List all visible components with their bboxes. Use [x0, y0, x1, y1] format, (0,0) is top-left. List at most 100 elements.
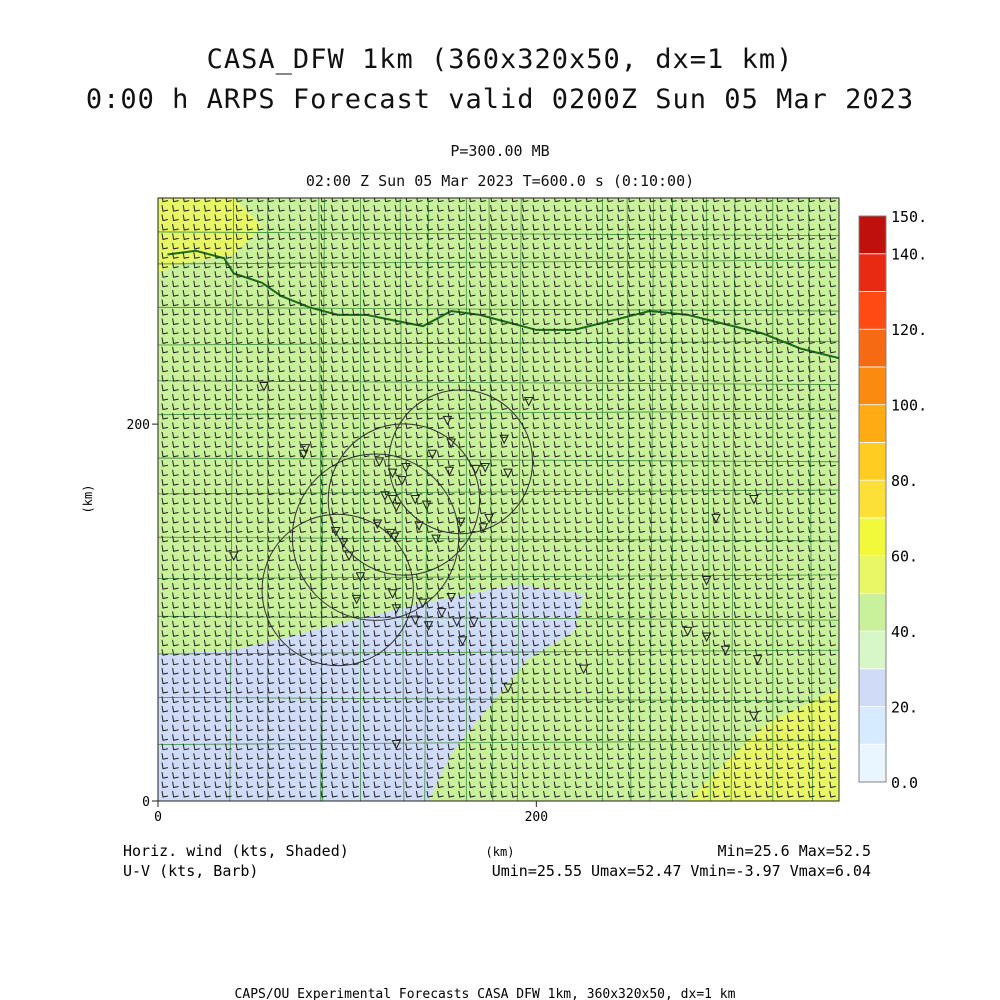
wind-barb [617, 261, 624, 269]
wind-barb [638, 630, 646, 637]
wind-barb [691, 280, 699, 288]
wind-barb [596, 252, 603, 259]
wind-barb [203, 327, 211, 335]
wind-barb [829, 772, 836, 779]
wind-barb [617, 583, 624, 590]
wind-barb [797, 781, 805, 789]
wind-barb [532, 488, 540, 496]
wind-barb [225, 639, 232, 647]
wind-barb [744, 441, 752, 448]
wind-barb [521, 375, 529, 382]
wind-barb [320, 620, 328, 628]
wind-barb [765, 431, 773, 439]
wind-barb [776, 790, 783, 798]
wind-barb [511, 384, 518, 392]
wind-barb [659, 280, 667, 288]
wind-barb [702, 346, 709, 354]
wind-barb [786, 450, 794, 458]
wind-barb [352, 535, 359, 543]
wind-barb [267, 271, 275, 278]
wind-barb [203, 290, 211, 297]
wind-barb [373, 205, 381, 212]
wind-barb [744, 460, 752, 467]
wind-barb [331, 299, 338, 307]
wind-barb [193, 554, 200, 562]
wind-barb [564, 772, 571, 779]
wind-barb [193, 403, 200, 411]
wind-barb [309, 205, 317, 212]
wind-barb [225, 592, 232, 600]
wind-barb [606, 450, 614, 458]
wind-barb [733, 724, 741, 732]
wind-barb [235, 223, 243, 231]
wind-barb [659, 488, 667, 496]
wind-barb [331, 233, 338, 240]
wind-barb [765, 497, 773, 505]
wind-barb [712, 431, 720, 439]
wind-barb [649, 762, 656, 770]
colorbar-tick-label: 140. [891, 246, 927, 264]
wind-barb [659, 441, 667, 448]
wind-barb [479, 242, 487, 250]
wind-barb [235, 441, 243, 448]
colorbar-tick-label: 150. [891, 208, 927, 226]
wind-barb [415, 412, 423, 420]
wind-barb [267, 715, 275, 722]
wind-barb [543, 516, 550, 524]
wind-barb [500, 356, 508, 363]
wind-barb [500, 677, 508, 685]
wind-barb [214, 271, 222, 278]
wind-barb [638, 592, 646, 600]
wind-barb [161, 658, 169, 666]
wind-barb [394, 403, 402, 411]
wind-barb [362, 564, 370, 571]
wind-barb [585, 280, 593, 288]
wind-barb [235, 479, 243, 486]
wind-barb [490, 630, 497, 637]
wind-barb [415, 762, 423, 770]
wind-barb [172, 535, 179, 543]
wind-barb [521, 611, 529, 618]
wind-barb [574, 535, 582, 543]
wind-barb [702, 715, 709, 722]
wind-barb [521, 280, 529, 288]
wind-barb [680, 290, 688, 297]
station-marker [259, 381, 269, 392]
wind-barb [744, 516, 752, 524]
wind-barb [596, 639, 603, 647]
wind-barb [818, 479, 826, 486]
wind-barb [744, 705, 752, 713]
wind-barb [786, 649, 794, 656]
wind-barb [490, 431, 497, 439]
wind-barb [256, 205, 264, 212]
wind-barb [479, 516, 487, 524]
wind-barb [309, 677, 317, 685]
wind-barb [352, 630, 359, 637]
wind-barb [299, 280, 306, 288]
wind-barb [479, 677, 487, 685]
wind-barb [511, 668, 518, 675]
wind-barb [712, 205, 720, 212]
wind-barb [246, 403, 253, 411]
wind-barb [225, 668, 232, 675]
wind-barb [776, 469, 783, 477]
wind-barb [680, 715, 688, 722]
wind-barb [574, 431, 582, 439]
wind-barb [331, 356, 338, 363]
wind-barb [309, 252, 317, 259]
wind-barb [500, 214, 508, 222]
wind-barb [182, 450, 190, 458]
wind-barb [235, 696, 243, 704]
wind-barb [786, 497, 794, 505]
wind-barb [193, 384, 200, 392]
wind-barb [235, 724, 243, 732]
wind-barb [532, 318, 540, 326]
legend-field-barb: U-V (kts, Barb) [123, 862, 258, 880]
station-markers [228, 381, 763, 750]
wind-barb [638, 261, 646, 269]
wind-barb [203, 479, 211, 486]
wind-barb [829, 583, 836, 590]
wind-barb [818, 583, 826, 590]
wind-barb [627, 734, 635, 741]
wind-barb [596, 488, 603, 496]
